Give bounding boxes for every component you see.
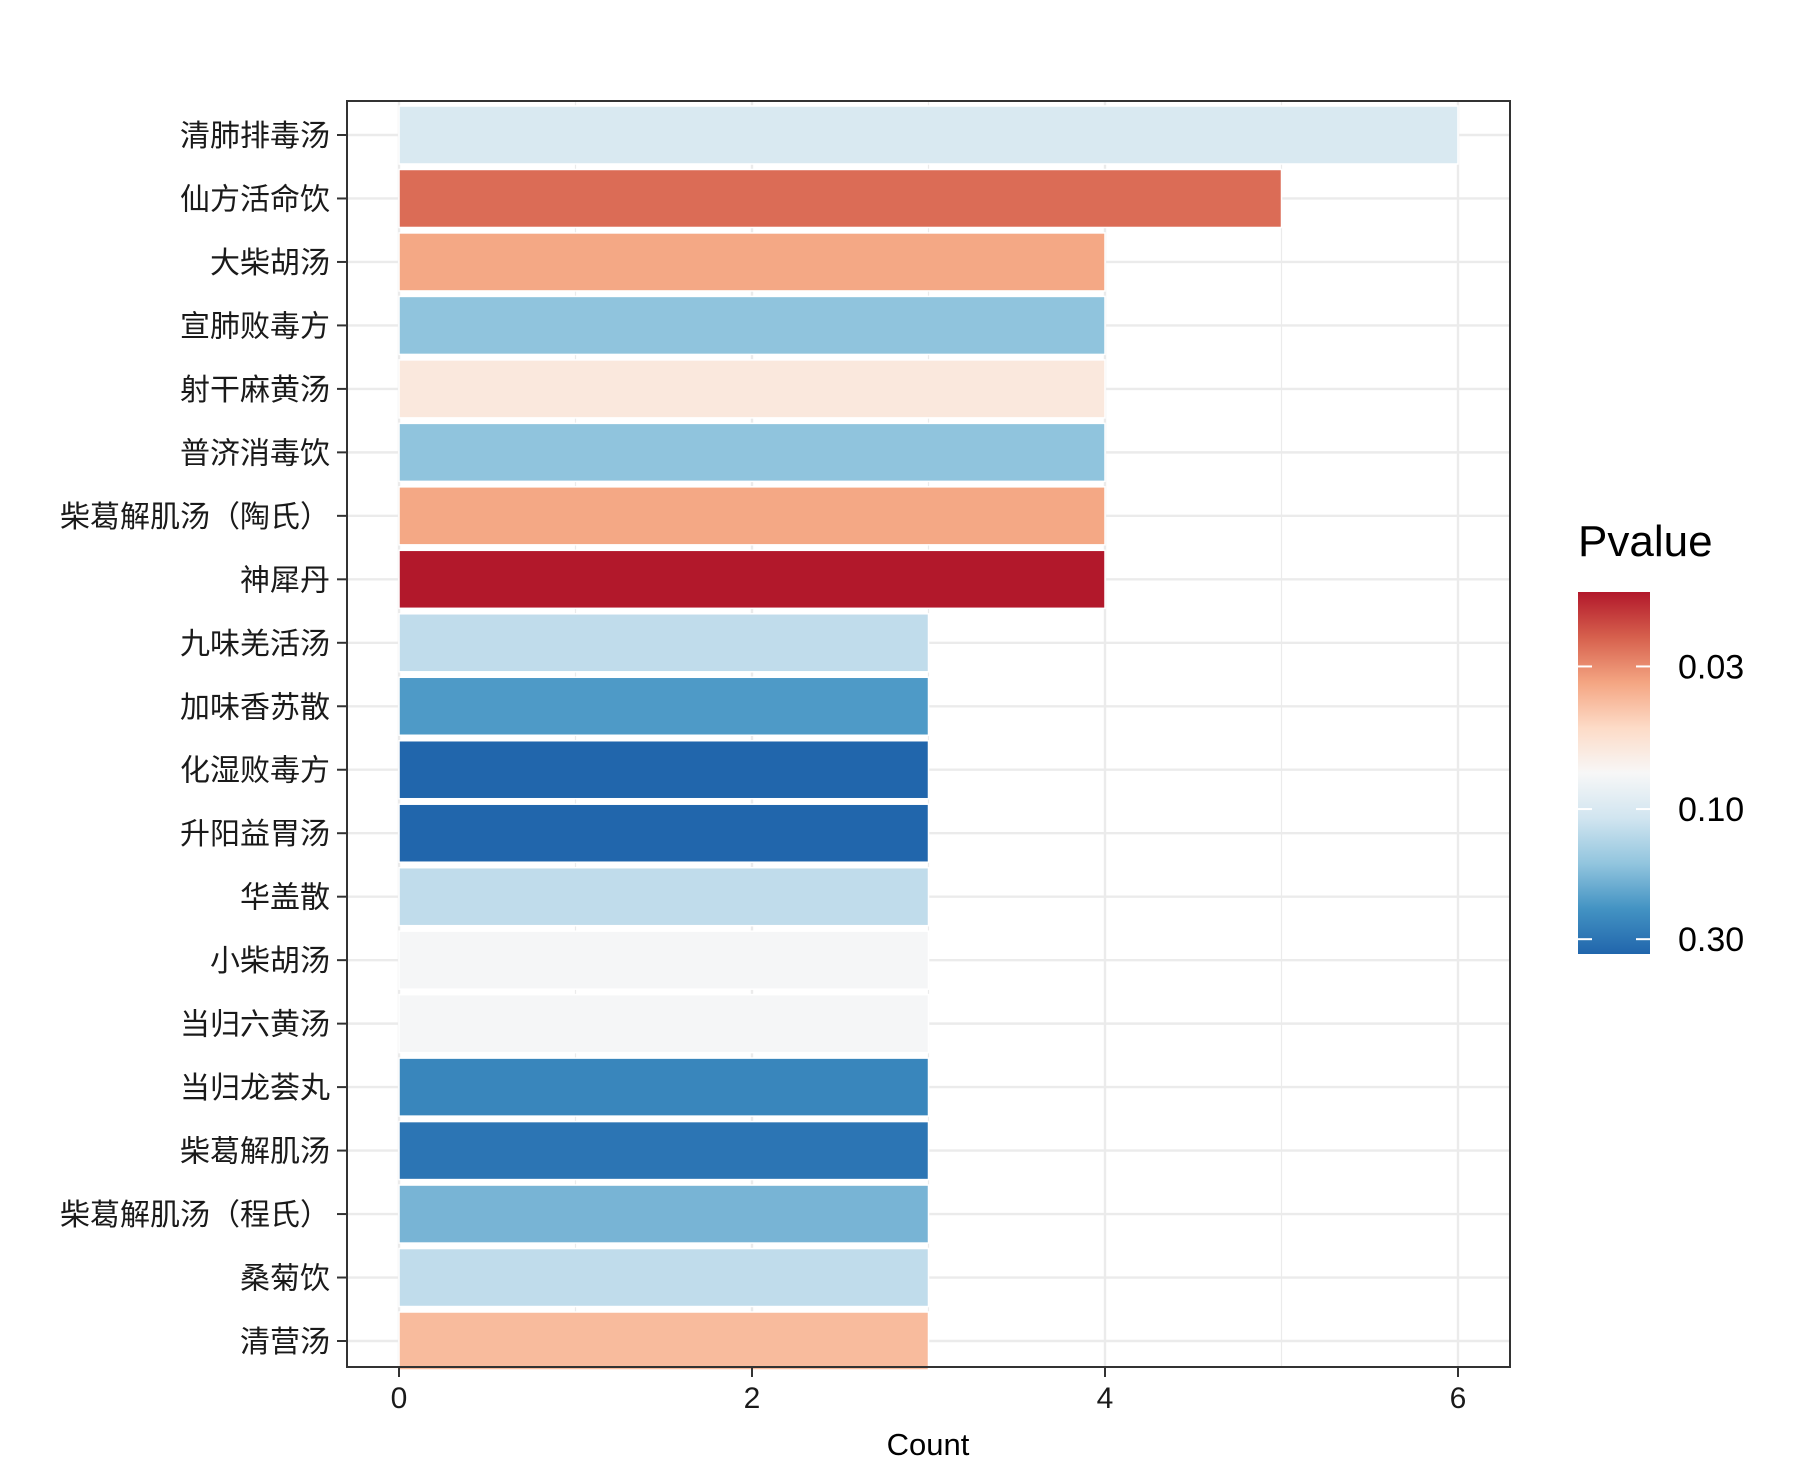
bar: [398, 486, 1106, 546]
y-tick-label: 当归龙荟丸: [180, 1071, 330, 1106]
y-tick-label: 当归六黄汤: [180, 1008, 330, 1043]
bar: [398, 232, 1106, 292]
x-tick-label: 6: [1450, 1382, 1467, 1415]
legend: Pvalue 0.03 0.10 0.30: [1578, 517, 1744, 959]
y-tick-label: 射干麻黄汤: [180, 373, 330, 408]
x-axis-title: Count: [887, 1427, 970, 1462]
y-tick-label: 神犀丹: [240, 563, 330, 598]
bar: [398, 1057, 930, 1117]
bar: [398, 613, 930, 673]
y-tick-label: 柴葛解肌汤（陶氏）: [60, 500, 330, 535]
y-tick-label: 大柴胡汤: [210, 246, 330, 281]
bar: [398, 105, 1459, 165]
y-tick-label: 华盖散: [240, 881, 330, 916]
bar: [398, 676, 930, 737]
y-tick-label: 加味香苏散: [180, 690, 330, 725]
y-tick-label: 柴葛解肌汤: [180, 1135, 330, 1170]
bar: [398, 295, 1106, 356]
bar: [398, 930, 930, 990]
y-tick-label: 化湿败毒方: [180, 754, 330, 789]
x-tick-label: 4: [1097, 1382, 1114, 1415]
legend-colorbar: [1578, 592, 1650, 954]
y-tick-label: 仙方活命饮: [180, 182, 330, 217]
bar: [398, 866, 930, 927]
bar: [398, 803, 930, 863]
bar: [398, 1120, 930, 1181]
bar: [398, 168, 1283, 229]
y-tick-label: 清肺排毒汤: [180, 119, 330, 154]
legend-title: Pvalue: [1578, 517, 1713, 566]
bar: [398, 1184, 930, 1244]
bar: [398, 422, 1106, 483]
y-tick-label: 九味羌活汤: [180, 627, 330, 662]
x-tick-label: 2: [744, 1382, 761, 1415]
bar: [398, 359, 1106, 419]
legend-tick-label: 0.03: [1678, 648, 1744, 686]
y-tick-label: 小柴胡汤: [210, 944, 330, 979]
bar: [398, 1247, 930, 1308]
plot-border: [346, 100, 1511, 1368]
bar: [398, 739, 930, 800]
y-tick-label: 普济消毒饮: [180, 436, 330, 471]
bars: [398, 105, 1459, 1371]
bar: [398, 549, 1106, 610]
y-tick-label: 清营汤: [240, 1325, 330, 1360]
y-tick-label: 柴葛解肌汤（程氏）: [60, 1198, 330, 1233]
bar: [398, 1311, 930, 1371]
y-tick-label: 升阳益胃汤: [180, 817, 330, 852]
x-axis: 0 2 4 6: [391, 1367, 1467, 1415]
legend-tick-label: 0.30: [1678, 921, 1744, 959]
y-tick-label: 宣肺败毒方: [180, 309, 330, 344]
y-tick-label: 桑菊饮: [240, 1262, 330, 1297]
legend-ticks: 0.03 0.10 0.30: [1578, 648, 1744, 959]
x-tick-label: 0: [391, 1382, 408, 1415]
bar: [398, 993, 930, 1054]
legend-tick-label: 0.10: [1678, 791, 1744, 829]
